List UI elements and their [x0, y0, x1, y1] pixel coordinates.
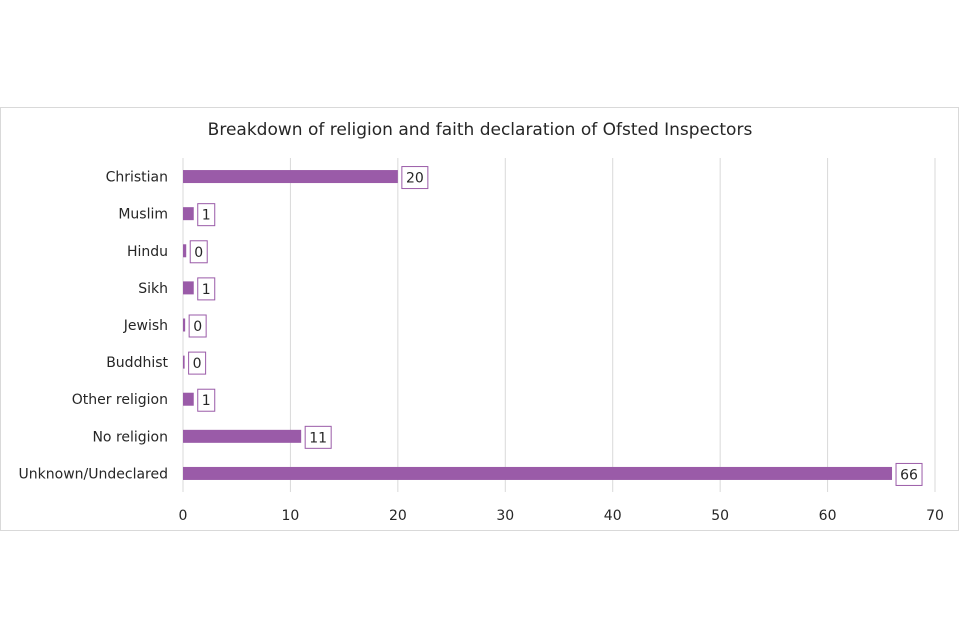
- category-label: Hindu: [127, 244, 168, 260]
- data-label: 11: [309, 430, 327, 446]
- bar-unknown-undeclared: [183, 466, 893, 480]
- x-tick-label-10: 10: [282, 508, 300, 524]
- chart-title: Breakdown of religion and faith declarat…: [207, 120, 753, 140]
- bar-hindu: [183, 244, 187, 258]
- data-label-box: [188, 314, 207, 338]
- data-label-box: [895, 462, 923, 486]
- data-label: 20: [406, 171, 424, 187]
- data-label-box: [197, 388, 216, 412]
- bar-muslim: [183, 207, 194, 221]
- category-label: Muslim: [118, 207, 168, 223]
- data-label-box: [197, 203, 216, 227]
- data-label-box: [189, 240, 208, 264]
- data-label: 0: [193, 319, 202, 335]
- data-label: 0: [193, 356, 202, 372]
- bars: [183, 170, 893, 480]
- category-label: Jewish: [123, 318, 168, 334]
- category-label: Sikh: [138, 281, 168, 297]
- category-label: Christian: [106, 170, 168, 186]
- bar-no-religion: [183, 429, 302, 443]
- data-label-box: [188, 351, 207, 375]
- bar-other-religion: [183, 392, 194, 406]
- data-label: 66: [900, 467, 918, 483]
- x-tick-label-60: 60: [819, 508, 837, 524]
- bar-christian: [183, 170, 398, 184]
- data-label-box: [197, 277, 216, 301]
- data-label: 1: [202, 208, 211, 224]
- x-tick-label-70: 70: [926, 508, 944, 524]
- x-tick-label-50: 50: [711, 508, 729, 524]
- data-label-box: [401, 166, 429, 190]
- data-label: 0: [194, 245, 203, 261]
- category-label: Unknown/Undeclared: [19, 466, 168, 482]
- gridlines: [182, 158, 936, 492]
- bar-sikh: [183, 281, 194, 295]
- data-label-box: [304, 425, 332, 449]
- chart-area: [0, 107, 959, 531]
- x-tick-label-20: 20: [389, 508, 407, 524]
- bar-buddhist: [183, 355, 185, 369]
- category-label: No religion: [92, 429, 168, 445]
- x-tick-label-40: 40: [604, 508, 622, 524]
- data-label: 1: [202, 393, 211, 409]
- data-label: 1: [202, 282, 211, 298]
- category-label: Buddhist: [106, 355, 168, 371]
- x-tick-label-30: 30: [496, 508, 514, 524]
- bar-jewish: [183, 318, 186, 332]
- x-tick-label-0: 0: [179, 508, 188, 524]
- category-label: Other religion: [72, 392, 168, 408]
